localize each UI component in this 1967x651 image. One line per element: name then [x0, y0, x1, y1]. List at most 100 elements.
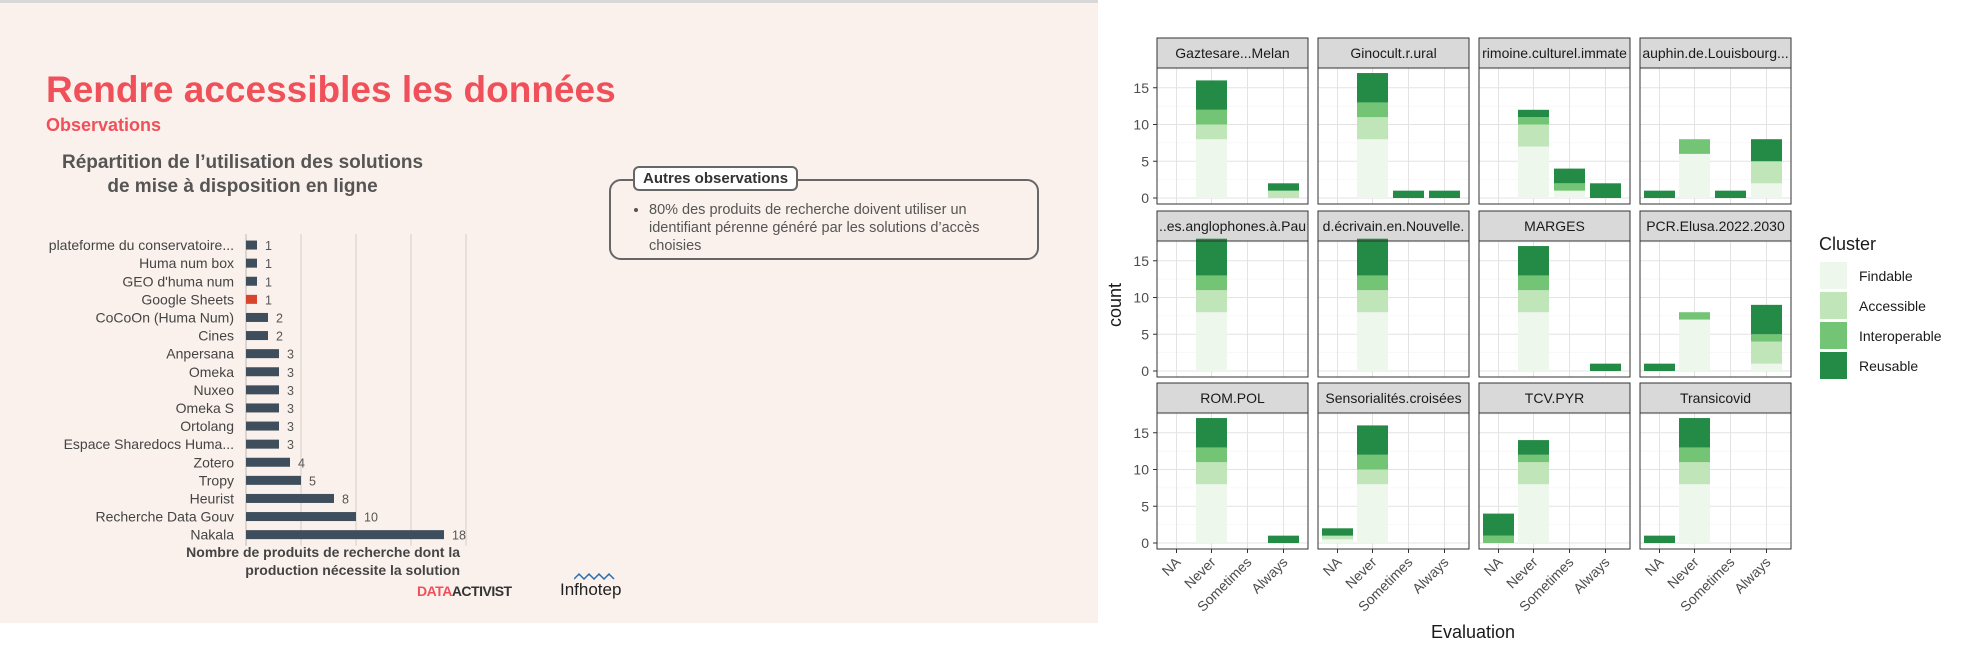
- facet-border: [1478, 240, 1631, 378]
- stack-segment: [1590, 183, 1621, 198]
- facet-border: [1478, 412, 1631, 550]
- facet-strip: [1478, 382, 1631, 414]
- stack-segment: [1268, 183, 1299, 191]
- stack-segment: [1357, 312, 1388, 371]
- slide-subtitle: Observations: [46, 115, 162, 135]
- legend-key: [1820, 262, 1847, 289]
- stack-segment: [1518, 246, 1549, 276]
- x-tick-label: Always: [1409, 554, 1452, 597]
- x-tick-label: NA: [1642, 553, 1668, 579]
- bar-2: [246, 276, 257, 286]
- facet-panel: ..es.anglophones.à.Pau 0 5 10 15: [1133, 210, 1309, 379]
- stack-segment: [1196, 124, 1227, 140]
- stack-segment: [1196, 447, 1227, 463]
- observation-item: 80% des produits de recherche doivent ut…: [649, 201, 1029, 255]
- stack-segment: [1483, 513, 1514, 536]
- bar-4: [246, 312, 268, 322]
- facet-border: [1317, 240, 1470, 378]
- bar-category-label: Ortolang: [180, 418, 234, 434]
- bar-3: [246, 294, 257, 304]
- bar-category-label: CoCoOn (Huma Num): [96, 309, 234, 325]
- stack-segment: [1196, 109, 1227, 125]
- bar-value-label: 1: [265, 293, 272, 307]
- facet-border: [1478, 67, 1631, 205]
- bar-category-label: plateforme du conservatoire...: [49, 237, 234, 253]
- stack-segment: [1751, 304, 1782, 335]
- bar-category-label: Nuxeo: [194, 382, 235, 398]
- facet-title: Transicovid: [1680, 390, 1751, 406]
- facet-title: auphin.de.Louisbourg...: [1642, 45, 1788, 61]
- observations-list: 80% des produits de recherche doivent ut…: [625, 201, 1029, 255]
- facet-border: [1156, 240, 1309, 378]
- bar-category-label: Omeka: [189, 364, 234, 380]
- facet-border: [1639, 240, 1792, 378]
- stack-segment: [1322, 539, 1353, 543]
- stack-segment: [1357, 73, 1388, 103]
- stack-segment: [1322, 535, 1353, 540]
- stack-segment: [1554, 190, 1585, 198]
- bar-category-label: Tropy: [199, 472, 234, 488]
- legend-label: Accessible: [1859, 298, 1926, 314]
- stack-segment: [1518, 146, 1549, 198]
- bar-7: [246, 367, 279, 377]
- bar-value-label: 8: [342, 492, 349, 506]
- facet-panel: Sensorialités.croiséesNANeverSometimesAl…: [1317, 382, 1470, 615]
- stack-segment: [1268, 535, 1299, 543]
- stack-segment: [1357, 102, 1388, 118]
- stack-segment: [1196, 418, 1227, 448]
- legend-label: Interoperable: [1859, 328, 1942, 344]
- facet-strip: [1317, 37, 1470, 69]
- bar-category-label: GEO d'huma num: [122, 273, 234, 289]
- bar-value-label: 10: [364, 511, 378, 525]
- facet-background: [1157, 413, 1308, 549]
- stack-segment: [1751, 139, 1782, 162]
- bar-category-label: Cines: [198, 328, 234, 344]
- stack-segment: [1357, 469, 1388, 485]
- stack-segment: [1196, 462, 1227, 485]
- bar-category-label: Google Sheets: [141, 291, 234, 307]
- bar-category-label: Omeka S: [176, 400, 234, 416]
- stack-segment: [1751, 161, 1782, 184]
- y-tick-label: 15: [1133, 253, 1149, 269]
- bar-value-label: 3: [287, 384, 294, 398]
- bar-category-label: Zotero: [194, 454, 235, 470]
- y-tick-label: 10: [1133, 290, 1149, 306]
- stack-segment: [1483, 535, 1514, 543]
- horizontal-bar-chart: plateforme du conservatoire... 1 Huma num …: [49, 234, 467, 546]
- facet-panel: d.écrivain.en.Nouvelle.: [1317, 210, 1470, 378]
- stack-segment: [1751, 341, 1782, 364]
- y-tick-label: 0: [1141, 535, 1149, 551]
- stack-segment: [1357, 484, 1388, 543]
- stack-segment: [1357, 275, 1388, 291]
- stack-segment: [1644, 535, 1675, 543]
- facet-panel: rimoine.culturel.immate: [1478, 37, 1631, 205]
- y-tick-label: 5: [1141, 326, 1149, 342]
- bar-9: [246, 403, 279, 413]
- facet-background: [1157, 241, 1308, 377]
- bar-value-label: 3: [287, 366, 294, 380]
- facet-strip: [1478, 37, 1631, 69]
- facet-title: ..es.anglophones.à.Pau: [1159, 218, 1306, 234]
- stack-segment: [1518, 117, 1549, 125]
- legend-key: [1820, 352, 1847, 379]
- stack-segment: [1357, 117, 1388, 140]
- facet-strip: [1639, 210, 1792, 242]
- observations-title: Autres observations: [633, 166, 799, 191]
- y-axis-title: count: [1105, 283, 1125, 327]
- x-tick-label: Always: [1570, 554, 1613, 597]
- y-tick-label: 15: [1133, 425, 1149, 441]
- facet-border: [1156, 412, 1309, 550]
- bar-value-label: 2: [276, 311, 283, 325]
- bar-category-label: Anpersana: [166, 346, 234, 362]
- stack-segment: [1644, 190, 1675, 198]
- bar-value-label: 18: [452, 529, 466, 543]
- stack-segment: [1644, 363, 1675, 371]
- stack-segment: [1268, 190, 1299, 198]
- y-tick-label: 10: [1133, 117, 1149, 133]
- facet-title: Ginocult.r.ural: [1350, 45, 1436, 61]
- bar-5: [246, 331, 268, 341]
- y-tick-label: 15: [1133, 80, 1149, 96]
- stack-segment: [1196, 290, 1227, 313]
